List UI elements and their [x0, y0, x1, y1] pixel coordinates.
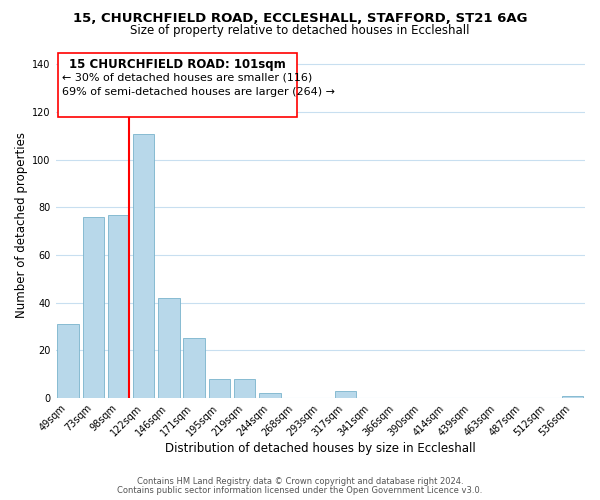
Text: 15, CHURCHFIELD ROAD, ECCLESHALL, STAFFORD, ST21 6AG: 15, CHURCHFIELD ROAD, ECCLESHALL, STAFFO…: [73, 12, 527, 26]
X-axis label: Distribution of detached houses by size in Eccleshall: Distribution of detached houses by size …: [165, 442, 476, 455]
Bar: [562, 396, 583, 398]
Bar: [234, 379, 256, 398]
Text: Contains public sector information licensed under the Open Government Licence v3: Contains public sector information licen…: [118, 486, 482, 495]
Bar: [133, 134, 154, 398]
FancyBboxPatch shape: [58, 52, 297, 117]
Bar: [108, 214, 129, 398]
Bar: [259, 394, 281, 398]
Text: 69% of semi-detached houses are larger (264) →: 69% of semi-detached houses are larger (…: [62, 87, 335, 97]
Text: Size of property relative to detached houses in Eccleshall: Size of property relative to detached ho…: [130, 24, 470, 37]
Bar: [184, 338, 205, 398]
Bar: [83, 217, 104, 398]
Text: 15 CHURCHFIELD ROAD: 101sqm: 15 CHURCHFIELD ROAD: 101sqm: [70, 58, 286, 71]
Y-axis label: Number of detached properties: Number of detached properties: [15, 132, 28, 318]
Bar: [158, 298, 180, 398]
Bar: [58, 324, 79, 398]
Text: ← 30% of detached houses are smaller (116): ← 30% of detached houses are smaller (11…: [62, 73, 312, 83]
Bar: [335, 391, 356, 398]
Bar: [209, 379, 230, 398]
Text: Contains HM Land Registry data © Crown copyright and database right 2024.: Contains HM Land Registry data © Crown c…: [137, 477, 463, 486]
